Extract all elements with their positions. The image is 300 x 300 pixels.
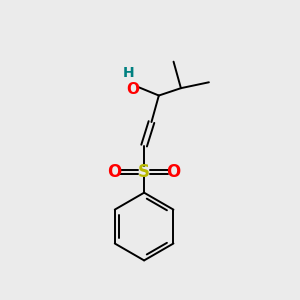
Text: O: O bbox=[107, 163, 122, 181]
Text: H: H bbox=[123, 66, 134, 80]
Text: O: O bbox=[127, 82, 140, 97]
Text: O: O bbox=[167, 163, 181, 181]
Text: S: S bbox=[138, 163, 150, 181]
